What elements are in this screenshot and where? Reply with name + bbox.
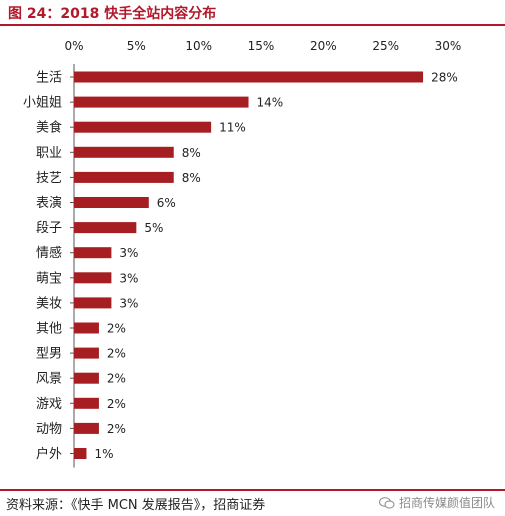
value-label: 8% bbox=[182, 171, 201, 185]
value-label: 2% bbox=[107, 322, 126, 336]
category-label: 萌宝 bbox=[36, 271, 62, 286]
value-label: 2% bbox=[107, 347, 126, 361]
value-label: 14% bbox=[257, 96, 284, 110]
wechat-icon bbox=[378, 496, 395, 508]
bar-chart: 0% 5% 10% 15% 20% 25% 30% 生活 28% 小姐姐 14% 美食 11% 职业 8% 技… bbox=[23, 39, 462, 468]
value-label: 5% bbox=[144, 221, 163, 235]
bar bbox=[74, 397, 99, 409]
category-label: 段子 bbox=[36, 221, 62, 236]
bar bbox=[74, 121, 212, 133]
value-label: 6% bbox=[157, 196, 176, 210]
category-label: 技艺 bbox=[36, 171, 62, 186]
category-label: 户外 bbox=[36, 446, 62, 462]
bar bbox=[74, 96, 249, 108]
watermark: 招商传媒颜值团队 bbox=[378, 494, 495, 511]
category-label: 风景 bbox=[36, 372, 62, 387]
x-tick-label: 10% bbox=[185, 39, 212, 53]
category-label: 职业 bbox=[36, 146, 62, 161]
source-note: 资料来源：《快手 MCN 发展报告》，招商证券 bbox=[6, 498, 266, 513]
bar bbox=[74, 247, 112, 259]
bar bbox=[74, 71, 424, 83]
category-label: 生活 bbox=[36, 71, 62, 86]
category-label: 美食 bbox=[36, 120, 62, 136]
category-label: 表演 bbox=[36, 195, 62, 211]
bar bbox=[74, 448, 87, 459]
bar bbox=[74, 322, 99, 334]
category-label: 游戏 bbox=[36, 397, 62, 412]
x-tick-label: 5% bbox=[127, 39, 146, 53]
value-label: 11% bbox=[219, 121, 246, 135]
category-label: 小姐姐 bbox=[23, 96, 62, 111]
value-label: 28% bbox=[431, 71, 458, 85]
watermark-text: 招商传媒颜值团队 bbox=[398, 496, 495, 510]
bar bbox=[74, 197, 149, 208]
footer-rule bbox=[0, 489, 505, 491]
x-tick-label: 25% bbox=[372, 39, 399, 53]
bar bbox=[74, 347, 99, 359]
category-label: 动物 bbox=[36, 422, 62, 437]
value-label: 2% bbox=[107, 422, 126, 436]
bar bbox=[74, 422, 99, 434]
category-label: 型男 bbox=[36, 347, 62, 362]
bar bbox=[74, 272, 112, 284]
value-label: 3% bbox=[119, 296, 138, 310]
value-label: 3% bbox=[119, 246, 138, 260]
value-label: 1% bbox=[94, 447, 113, 461]
bar bbox=[74, 297, 112, 309]
bar bbox=[74, 171, 174, 183]
value-label: 8% bbox=[182, 146, 201, 160]
figure-title: 图 24：2018 快手全站内容分布 bbox=[8, 6, 217, 22]
value-label: 2% bbox=[107, 372, 126, 386]
x-tick-label: 30% bbox=[435, 39, 462, 53]
x-tick-label: 15% bbox=[248, 39, 275, 53]
bar bbox=[74, 372, 99, 384]
x-tick-label: 20% bbox=[310, 39, 337, 53]
category-label: 情感 bbox=[36, 245, 62, 261]
category-label: 美妆 bbox=[36, 296, 62, 311]
x-tick-label: 0% bbox=[64, 39, 83, 53]
bar bbox=[74, 146, 174, 158]
value-label: 2% bbox=[107, 397, 126, 411]
bar bbox=[74, 222, 137, 234]
value-label: 3% bbox=[119, 271, 138, 285]
category-label: 其他 bbox=[36, 322, 62, 337]
title-rule bbox=[0, 24, 505, 26]
